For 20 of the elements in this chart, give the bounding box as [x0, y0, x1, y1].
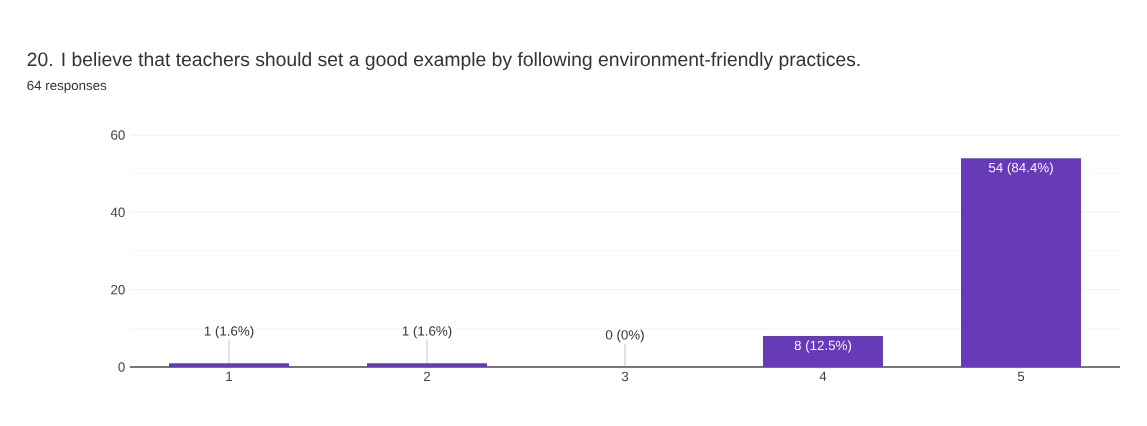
bar — [763, 336, 883, 367]
bar — [960, 158, 1081, 367]
bar — [169, 363, 289, 367]
bar — [367, 363, 487, 367]
data-label: 0 (0%) — [605, 329, 644, 343]
x-tick-label: 5 — [1017, 371, 1025, 382]
y-tick-label: 40 — [110, 207, 125, 218]
x-tick-label: 1 — [226, 371, 233, 381]
data-label: 1 (1.6%) — [402, 325, 452, 339]
x-tick-label: 2 — [423, 371, 431, 382]
chart-title: 20. I believe that teachers should set a good example by following environment-friendly practices. — [27, 51, 860, 71]
data-label: 1 (1.6%) — [204, 325, 254, 339]
y-tick-label: 60 — [111, 130, 125, 140]
y-tick-label: 0 — [118, 362, 125, 372]
x-tick-label: 4 — [819, 371, 827, 381]
data-label: 8 (12.5%) — [794, 340, 852, 353]
x-tick-label: 3 — [621, 371, 629, 382]
chart-subtitle: 64 responses — [27, 80, 107, 93]
data-label: 54 (84.4%) — [988, 162, 1053, 175]
y-tick-label: 20 — [111, 284, 125, 295]
